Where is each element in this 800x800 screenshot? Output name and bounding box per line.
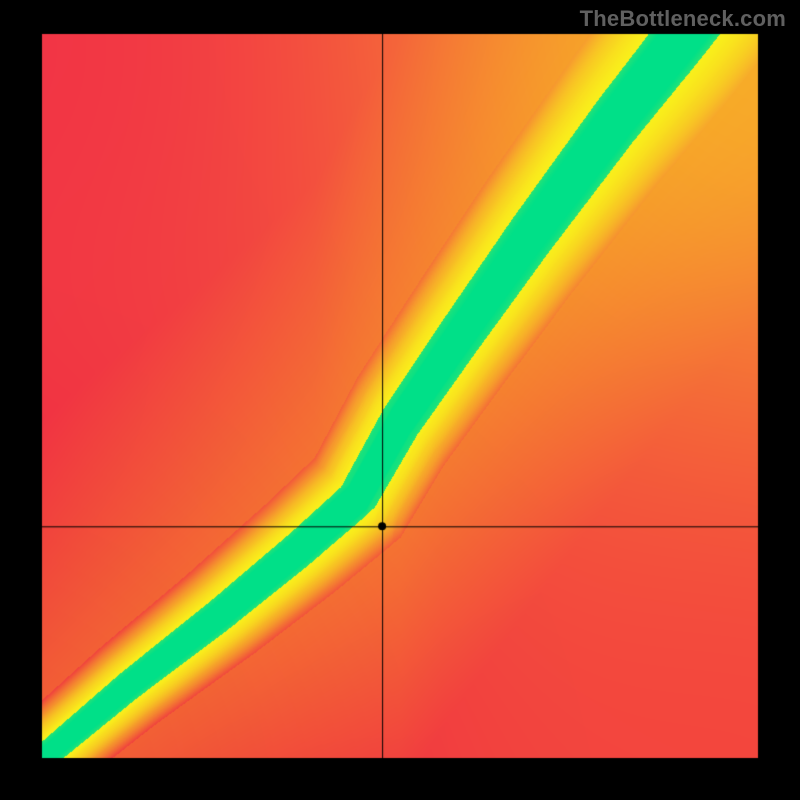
chart-container: TheBottleneck.com: [0, 0, 800, 800]
heatmap-canvas: [0, 0, 800, 800]
watermark-text: TheBottleneck.com: [580, 6, 786, 32]
